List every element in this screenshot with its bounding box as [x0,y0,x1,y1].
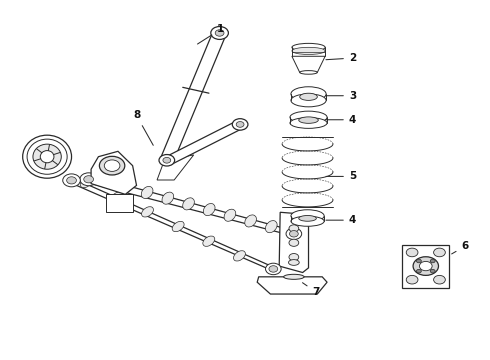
Circle shape [159,154,174,166]
Text: 1: 1 [197,24,224,44]
Circle shape [286,228,302,239]
Circle shape [289,225,299,232]
Ellipse shape [291,94,326,107]
Ellipse shape [291,216,324,226]
Ellipse shape [245,215,256,227]
Text: 5: 5 [326,171,356,181]
Circle shape [80,173,98,186]
Ellipse shape [162,192,173,204]
Text: 6: 6 [452,241,468,254]
Circle shape [63,174,80,187]
Ellipse shape [299,216,317,221]
Circle shape [211,27,228,40]
Polygon shape [86,175,299,237]
Circle shape [290,230,298,237]
Text: 8: 8 [133,111,153,145]
Circle shape [215,30,224,36]
Circle shape [289,253,299,261]
Ellipse shape [80,177,92,188]
Ellipse shape [284,274,304,279]
Ellipse shape [100,175,112,187]
Polygon shape [91,151,137,194]
Text: 4: 4 [326,215,356,225]
Polygon shape [106,194,133,212]
Circle shape [434,248,445,257]
Circle shape [84,176,94,183]
Ellipse shape [23,135,72,178]
Ellipse shape [27,139,67,174]
Ellipse shape [142,207,153,217]
Ellipse shape [203,203,215,216]
Circle shape [406,248,418,257]
Ellipse shape [299,117,318,123]
Polygon shape [157,155,194,180]
Polygon shape [69,176,277,273]
Ellipse shape [266,221,277,233]
Circle shape [163,157,171,163]
Ellipse shape [33,144,61,169]
Polygon shape [279,212,309,273]
Text: 3: 3 [326,91,356,101]
Polygon shape [160,32,226,162]
FancyBboxPatch shape [402,245,449,288]
Circle shape [434,275,445,284]
Circle shape [99,156,125,175]
Circle shape [416,259,421,263]
Circle shape [430,259,435,263]
Ellipse shape [290,118,327,129]
Circle shape [67,177,76,184]
Ellipse shape [291,87,326,101]
Circle shape [430,269,435,273]
Polygon shape [292,56,325,72]
Ellipse shape [300,93,318,100]
Circle shape [419,261,432,271]
Circle shape [266,263,281,275]
Ellipse shape [292,47,325,54]
Ellipse shape [40,150,54,163]
Circle shape [413,257,439,275]
Ellipse shape [292,43,325,51]
Ellipse shape [289,260,299,265]
Ellipse shape [111,192,123,202]
Polygon shape [166,121,244,164]
Circle shape [289,239,299,246]
Text: 4: 4 [326,115,356,125]
Ellipse shape [291,210,324,222]
Ellipse shape [141,186,153,198]
Circle shape [406,275,418,284]
Circle shape [232,119,248,130]
Ellipse shape [234,251,245,261]
Circle shape [104,160,120,171]
Text: 2: 2 [326,53,356,63]
Ellipse shape [183,198,195,210]
Ellipse shape [224,209,236,221]
Ellipse shape [121,181,132,193]
Ellipse shape [172,221,184,232]
Circle shape [236,122,244,127]
Ellipse shape [290,111,327,123]
Text: 7: 7 [302,283,319,297]
Circle shape [416,269,421,273]
Polygon shape [257,277,327,294]
Circle shape [269,266,278,272]
Ellipse shape [300,71,318,74]
Ellipse shape [203,236,215,246]
